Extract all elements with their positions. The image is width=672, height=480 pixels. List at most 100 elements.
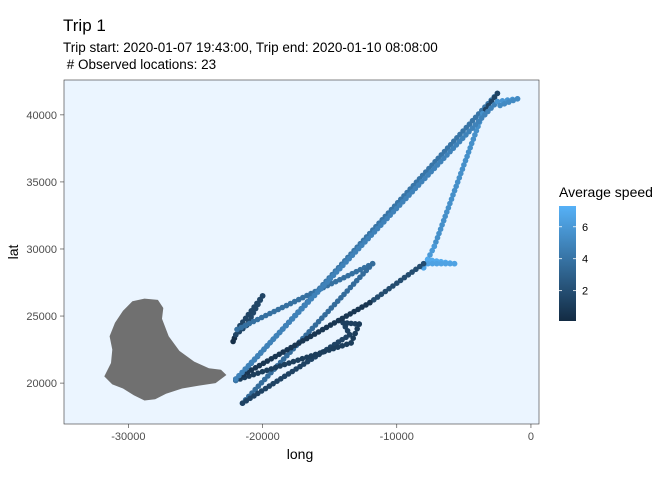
track-point [450,192,456,198]
track-point [304,354,310,361]
track-point [447,200,453,207]
y-axis-title: lat [5,245,21,260]
track-point [354,326,361,332]
track-point [405,272,412,278]
y-tick-label: 20000 [26,378,57,390]
track-point [510,97,516,104]
track-point [461,162,467,168]
track-point [439,222,445,228]
track-point [494,98,501,105]
track-point [350,335,357,342]
track-point [326,347,332,353]
track-point [442,260,449,267]
track-point [317,350,323,356]
track-point [440,217,447,224]
track-point [434,234,441,241]
track-point [468,140,475,147]
track-point [259,368,266,375]
legend-colorbar [559,206,576,321]
track-point [472,132,478,138]
track-point [417,263,423,270]
track-point [506,99,512,105]
x-tick-label: -20000 [245,431,279,443]
plot-panel-border [63,79,540,425]
track-point [339,343,346,349]
y-axis: 20000 25000 30000 35000 40000 [26,110,64,390]
track-point [356,321,363,327]
track-point [491,94,498,101]
track-point [444,209,450,215]
track-point [371,297,377,303]
y-tick-label: 30000 [26,244,57,256]
track-point [434,260,440,267]
track-point [514,96,521,102]
legend-title: Average speed [559,184,653,200]
chart-title: Trip 1 [63,16,106,35]
track-point [277,363,283,369]
track-point [348,340,354,346]
legend-tick-label: 4 [582,254,588,266]
y-tick-label: 40000 [26,110,57,122]
track-point [352,321,359,327]
x-tick-label: -10000 [380,431,414,443]
track-point [308,353,315,359]
track-point [268,366,275,372]
track-point [456,175,463,181]
track-point [312,351,319,358]
track-point [255,370,261,377]
track-point [433,239,439,245]
track-point [321,348,328,355]
y-tick-label: 25000 [26,311,57,323]
track-point [470,136,477,142]
track-point [348,320,354,327]
track-point [454,179,461,185]
track-point [272,364,279,371]
track-point [437,226,444,232]
track-point [335,344,341,351]
track-point [264,367,270,374]
track-point [458,170,464,177]
track-point [497,102,503,109]
track-point [464,153,470,160]
track-point [429,260,436,267]
track-point [451,260,458,267]
track-point [427,252,433,258]
track-points [230,90,521,407]
y-tick-label: 35000 [26,177,57,189]
legend-tick-label: 6 [582,222,588,234]
track-point [425,260,431,267]
track-point [328,280,335,287]
track-point [281,361,288,368]
track-point [286,360,292,366]
track-point [250,371,257,378]
track-point [394,280,400,287]
x-tick-label: 0 [528,431,534,443]
track-point [429,247,436,254]
track-point [442,213,449,220]
track-point [290,358,297,365]
island-shape [104,298,227,401]
land-layer [104,298,227,401]
track-point [445,205,452,211]
chart-subtitle-line2: # Observed locations: 23 [63,57,216,72]
track-point [299,355,306,362]
track-point [352,330,359,337]
x-axis: -30000 -20000 -10000 0 [111,424,534,443]
track-point [438,260,445,267]
track-point [459,166,466,172]
track-point [501,101,508,107]
track-point [451,187,458,194]
track-point [257,296,263,303]
x-axis-title: long [287,446,313,462]
legend-tick-label: 2 [582,286,588,298]
track-point [436,230,442,237]
track-point [465,149,472,155]
track-point [448,196,455,202]
track-point [330,345,337,352]
track-point [343,341,350,348]
track-point [453,183,460,190]
x-tick-label: -30000 [111,431,145,443]
track-point [267,310,273,317]
chart-subtitle-line1: Trip start: 2020-01-07 19:43:00, Trip en… [63,40,438,55]
